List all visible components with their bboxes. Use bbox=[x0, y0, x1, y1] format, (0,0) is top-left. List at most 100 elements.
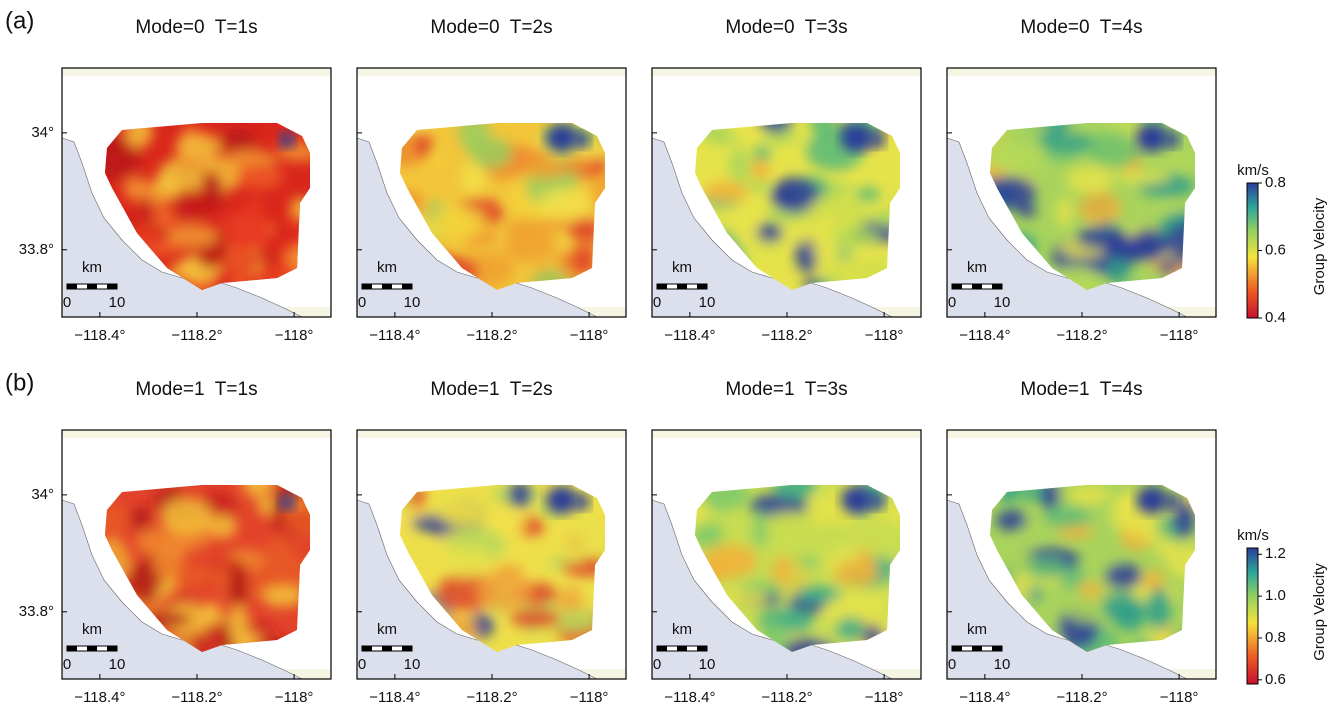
scale-label: 0 bbox=[948, 294, 956, 311]
velocity-blob bbox=[562, 529, 588, 565]
scale-label: 0 bbox=[63, 294, 71, 311]
ocean bbox=[946, 499, 1188, 680]
velocity-blob bbox=[1164, 132, 1180, 148]
top-strip bbox=[357, 68, 626, 76]
velocity-blob bbox=[549, 609, 601, 634]
velocity-blob bbox=[509, 609, 561, 629]
corner-strip bbox=[572, 307, 626, 317]
velocity-blob bbox=[1016, 204, 1038, 218]
velocity-blob bbox=[236, 163, 284, 190]
panel-title: Mode=1 T=4s bbox=[1020, 379, 1142, 400]
velocity-blob bbox=[728, 147, 751, 184]
velocity-blob bbox=[438, 546, 492, 579]
velocity-blob bbox=[504, 218, 557, 238]
ocean bbox=[356, 137, 598, 318]
x-tick-label: −118° bbox=[570, 327, 609, 344]
map-panel: Mode=0 T=1s km 0 10 −118.4° −118.2° −118° 34° 33… bbox=[19, 17, 332, 344]
ocean bbox=[946, 137, 1188, 318]
x-tick-label: −118.2° bbox=[171, 327, 222, 344]
colorbar bbox=[1246, 547, 1259, 685]
scale-unit: km bbox=[967, 259, 987, 276]
scale-seg bbox=[657, 646, 667, 651]
colorbar-unit: km/s bbox=[1237, 162, 1269, 179]
x-tick-label: −118° bbox=[1160, 689, 1199, 706]
x-tick-label: −118° bbox=[1160, 327, 1199, 344]
scale-label: 0 bbox=[358, 294, 366, 311]
x-tick-label: −118.2° bbox=[1056, 689, 1107, 706]
map-panel: Mode=1 T=2s km 0 10 −118.4° −118.2° −118° bbox=[356, 379, 627, 706]
ocean bbox=[651, 499, 893, 680]
scale-seg bbox=[362, 284, 372, 289]
scale-seg bbox=[87, 284, 97, 289]
scale-seg bbox=[382, 646, 392, 651]
scale-label: 0 bbox=[948, 656, 956, 673]
velocity-blob bbox=[570, 245, 596, 276]
x-tick-label: −118° bbox=[275, 689, 314, 706]
velocity-blob bbox=[995, 509, 1028, 532]
velocity-blob bbox=[562, 158, 593, 174]
velocity-blob bbox=[760, 540, 796, 558]
velocity-blob bbox=[105, 502, 130, 539]
velocity-blob bbox=[770, 177, 821, 214]
scale-seg bbox=[107, 646, 117, 651]
y-tick-label: 34° bbox=[31, 486, 54, 503]
colorbar-tick-label: 0.8 bbox=[1265, 629, 1286, 646]
ocean bbox=[651, 137, 893, 318]
velocity-blob bbox=[538, 187, 593, 222]
velocity-blob bbox=[1164, 494, 1180, 510]
velocity-blob bbox=[794, 234, 820, 273]
velocity-blob bbox=[170, 189, 209, 221]
scale-label: 10 bbox=[699, 294, 716, 311]
row-label: (a) bbox=[5, 7, 34, 34]
corner-strip bbox=[867, 307, 921, 317]
scale-seg bbox=[382, 284, 392, 289]
scale-unit: km bbox=[967, 621, 987, 638]
velocity-blob bbox=[277, 144, 310, 162]
velocity-blob bbox=[477, 568, 531, 611]
velocity-blob bbox=[869, 132, 885, 148]
x-tick-label: −118.4° bbox=[664, 689, 715, 706]
velocity-blob bbox=[702, 543, 758, 578]
velocity-blob bbox=[844, 594, 899, 609]
velocity-blob bbox=[841, 124, 873, 152]
velocity-blob bbox=[791, 585, 841, 604]
velocity-blob bbox=[1136, 124, 1168, 152]
velocity-blob bbox=[1138, 526, 1160, 542]
panel-title: Mode=0 T=2s bbox=[430, 17, 552, 38]
x-tick-label: −118.2° bbox=[761, 689, 812, 706]
velocity-blob bbox=[804, 544, 841, 558]
velocity-blob bbox=[195, 279, 215, 290]
x-tick-label: −118° bbox=[570, 689, 609, 706]
top-strip bbox=[357, 430, 626, 438]
velocity-blob bbox=[206, 514, 237, 539]
scale-seg bbox=[67, 284, 77, 289]
colorbar-unit: km/s bbox=[1237, 527, 1269, 544]
velocity-blob bbox=[695, 497, 710, 527]
velocity-blob bbox=[1165, 544, 1195, 580]
velocity-blob bbox=[503, 231, 559, 263]
top-strip bbox=[947, 68, 1216, 76]
velocity-blob bbox=[1107, 257, 1130, 285]
top-strip bbox=[652, 68, 921, 76]
scale-label: 10 bbox=[994, 656, 1011, 673]
scale-label: 10 bbox=[109, 294, 126, 311]
y-tick-label: 33.8° bbox=[19, 603, 54, 620]
scale-seg bbox=[697, 646, 707, 651]
velocity-blob bbox=[1065, 165, 1114, 194]
velocity-blob bbox=[521, 156, 570, 180]
velocity-blob bbox=[1086, 131, 1142, 167]
x-tick-label: −118.2° bbox=[171, 689, 222, 706]
ocean bbox=[61, 137, 303, 318]
corner-strip bbox=[277, 307, 331, 317]
scale-seg bbox=[402, 646, 412, 651]
velocity-blob bbox=[771, 556, 794, 585]
corner-strip bbox=[1162, 307, 1216, 317]
map-panel: Mode=1 T=4s km 0 10 −118.4° −118.2° −118° bbox=[946, 379, 1217, 706]
velocity-blob bbox=[832, 560, 879, 587]
scale-label: 10 bbox=[109, 656, 126, 673]
x-tick-label: −118.2° bbox=[466, 689, 517, 706]
velocity-blob bbox=[546, 486, 578, 514]
colorbar-title: Group Velocity bbox=[1311, 197, 1328, 295]
velocity-blob bbox=[220, 208, 270, 249]
velocity-blob bbox=[273, 485, 310, 499]
